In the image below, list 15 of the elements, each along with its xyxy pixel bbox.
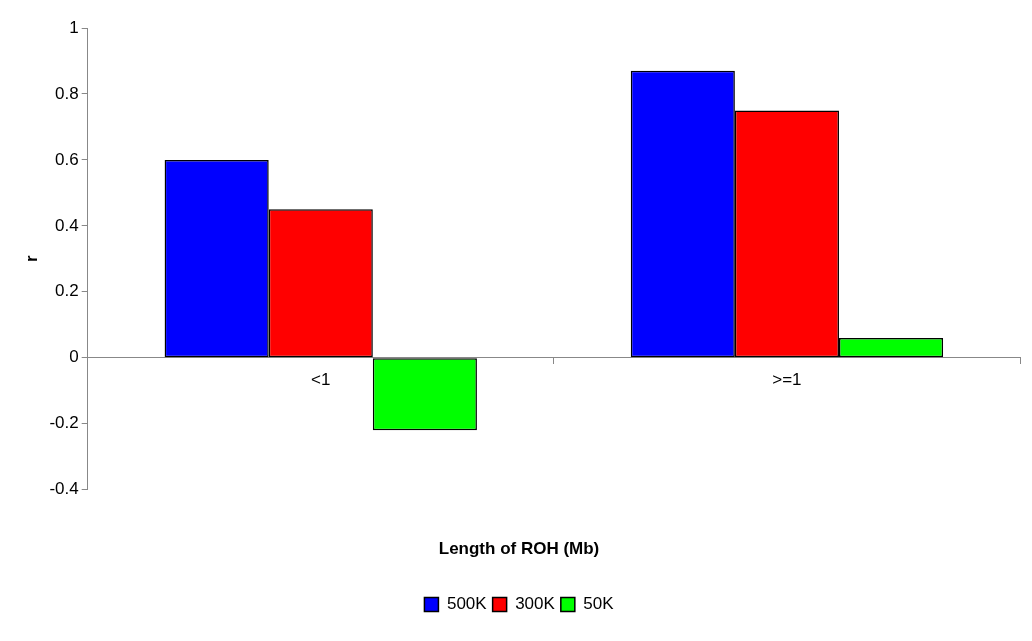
y-tick-label: 0: [69, 347, 79, 367]
y-tick-label: 1: [69, 17, 79, 37]
y-tick-label: 0.6: [55, 149, 79, 169]
x-tick-label: <1: [311, 369, 331, 389]
legend-label: 300K: [515, 594, 556, 614]
y-tick-label: 0.2: [55, 281, 79, 301]
y-tick-label: 0.4: [55, 215, 79, 235]
legend-label: 500K: [446, 594, 488, 614]
x-axis-title: Length of ROH (Mb): [438, 539, 600, 559]
x-tick-label: >=1: [772, 369, 802, 389]
y-tick-label: -0.4: [49, 479, 79, 499]
y-tick-label: 0.8: [55, 83, 79, 103]
y-axis-title: r: [21, 255, 41, 263]
y-tick-label: -0.2: [49, 413, 79, 433]
legend-label: 50K: [583, 594, 615, 614]
